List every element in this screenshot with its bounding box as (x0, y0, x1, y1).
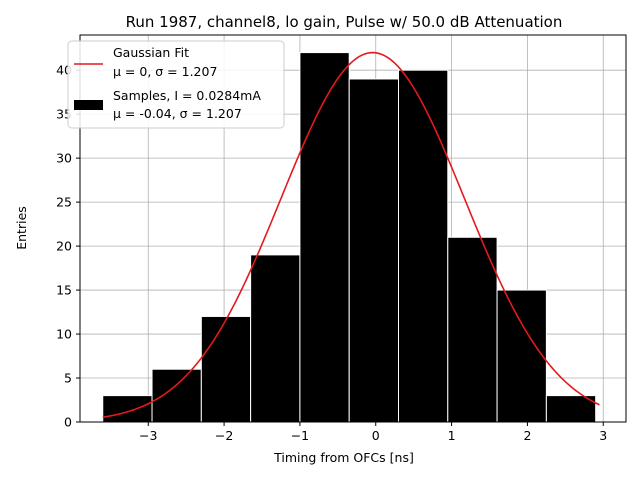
gaussian-fit (102, 51, 600, 419)
chart-title: Run 1987, channel8, lo gain, Pulse w/ 50… (126, 13, 563, 31)
histogram-bar (348, 78, 400, 423)
histogram-bar (250, 254, 301, 423)
y-axis-label: Entries (14, 206, 29, 250)
legend-fit-stats: μ = 0, σ = 1.207 (113, 64, 217, 79)
histogram-bar (545, 395, 597, 423)
histogram-bar (200, 315, 252, 423)
plot-frame (79, 34, 627, 423)
x-tick-label: 2 (523, 428, 531, 443)
legend-fit-name: Gaussian Fit (113, 45, 189, 60)
legend-box (67, 40, 285, 129)
y-tick-label: 0 (64, 415, 72, 430)
legend-samples-name: Samples, I = 0.0284mA (113, 88, 261, 103)
x-tick-label: −1 (291, 428, 309, 443)
fit-curve (102, 51, 600, 419)
histogram-bar (496, 289, 547, 423)
histogram-bars (102, 52, 597, 423)
y-tick-label: 5 (64, 371, 72, 386)
histogram-bar (447, 236, 498, 423)
y-tick-label: 10 (56, 327, 72, 342)
x-axis-label: Timing from OFCs [ns] (273, 450, 414, 465)
legend-samples-stats: μ = -0.04, σ = 1.207 (113, 106, 242, 121)
x-tick-label: 1 (448, 428, 456, 443)
y-tick-label: 30 (56, 151, 72, 166)
x-tick-label: −2 (215, 428, 233, 443)
histogram-bar (299, 52, 350, 423)
x-tick-label: 3 (599, 428, 607, 443)
histogram-bar (151, 368, 202, 423)
legend-samples-swatch (74, 100, 103, 110)
y-tick-label: 25 (56, 195, 72, 210)
x-tick-label: −3 (139, 428, 157, 443)
histogram-bar (102, 395, 153, 423)
y-tick-label: 20 (56, 239, 72, 254)
x-tick-label: 0 (372, 428, 380, 443)
histogram-bar (398, 69, 449, 423)
y-tick-label: 15 (56, 283, 72, 298)
legend: Gaussian Fit μ = 0, σ = 1.207 Samples, I… (67, 40, 285, 129)
